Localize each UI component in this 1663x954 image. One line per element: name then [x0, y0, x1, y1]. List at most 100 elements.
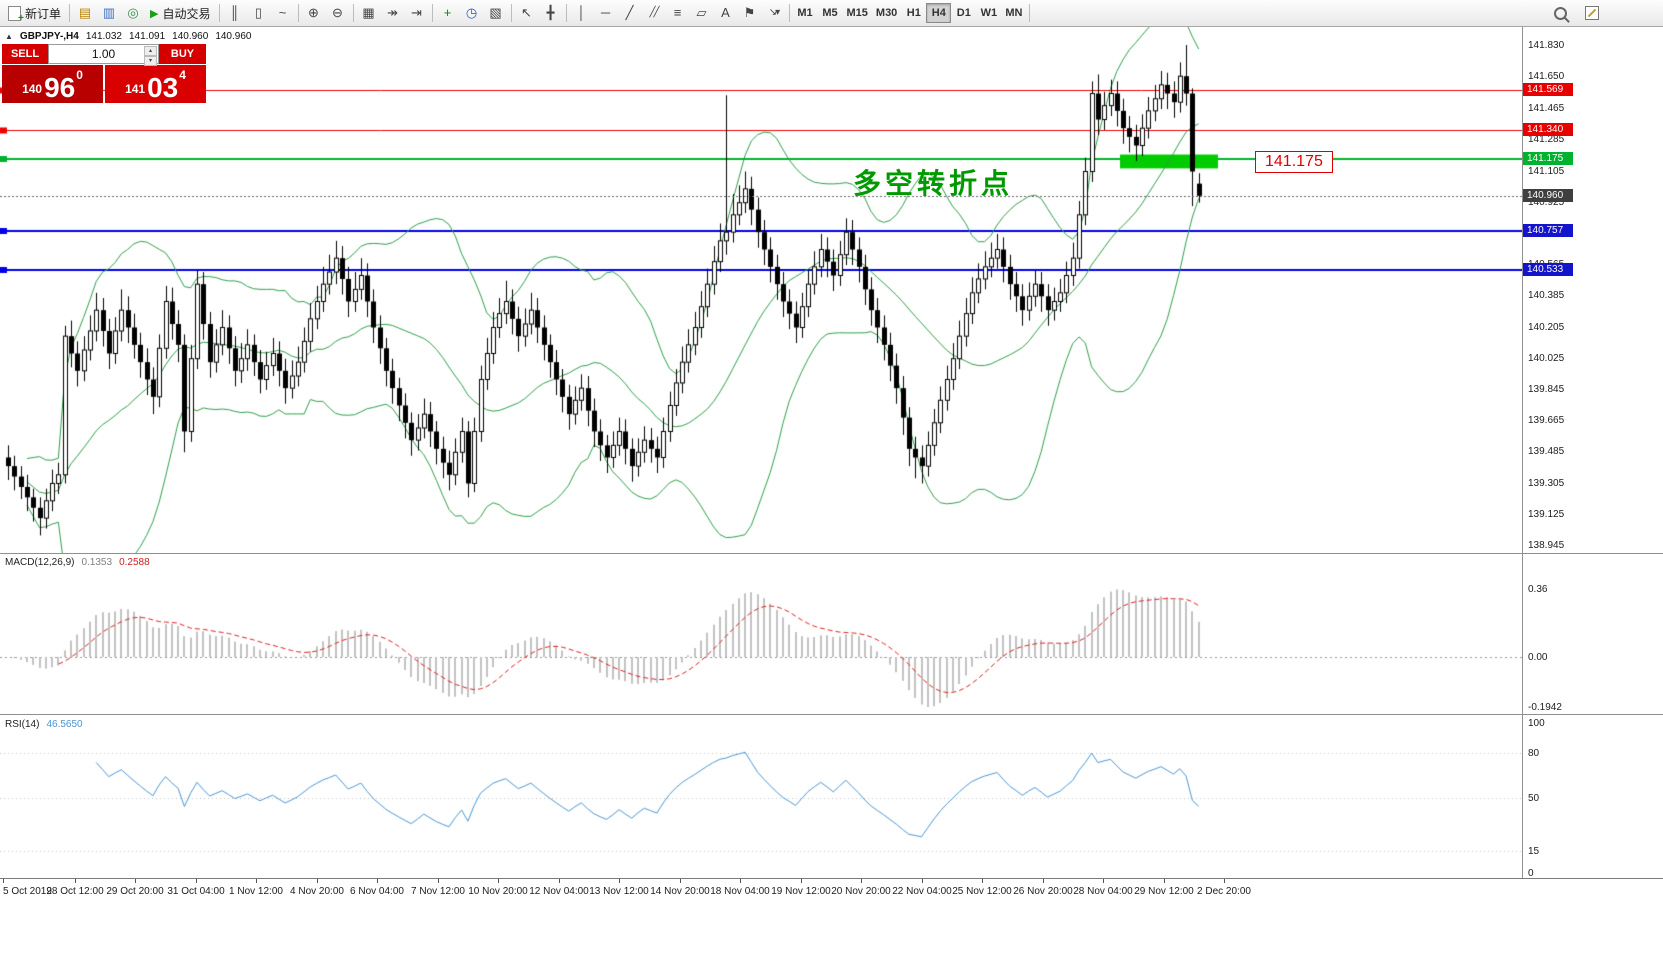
new-order-label: 新订单	[25, 6, 62, 21]
timeframe-m1-button[interactable]: M1	[793, 3, 818, 23]
text-icon: A	[721, 5, 730, 20]
new-order-button[interactable]: 新订单	[3, 2, 66, 24]
sell-price-big: 96	[44, 72, 76, 103]
toolbar-separator	[297, 4, 299, 22]
time-label: 4 Nov 20:00	[290, 886, 344, 897]
timeframe-h1-button[interactable]: H1	[901, 3, 926, 23]
trendline-button[interactable]: ╱	[618, 2, 642, 24]
timeframe-w1-button[interactable]: W1	[976, 3, 1001, 23]
toolbar-separator	[69, 4, 71, 22]
price-badge: 141.175	[1523, 151, 1573, 165]
periods-button[interactable]: ◷	[460, 2, 484, 24]
toolbar-right-group	[1548, 2, 1604, 24]
price-scale-label: 140.385	[1528, 290, 1565, 302]
rsi-value: 46.5650	[46, 719, 83, 730]
one-click-toggle[interactable]: ▲	[5, 32, 13, 41]
buy-header-button[interactable]: BUY	[159, 44, 206, 64]
time-tick	[438, 879, 439, 883]
channel-button[interactable]: ╱╱	[642, 2, 666, 24]
main-toolbar: 新订单 ▤▥◎ ▶ 自动交易 ║▯~⊕⊖▦↠⇥+◷▧↖╋│─╱╱╱≡▱A⚑↘▾ …	[0, 0, 1663, 27]
pane-separator[interactable]	[0, 553, 1663, 554]
cursor-button[interactable]: ↖	[515, 2, 539, 24]
price-scale-label: 139.305	[1528, 477, 1565, 489]
ohlc-close: 140.960	[215, 31, 252, 42]
horizontal-line-button[interactable]: ─	[594, 2, 618, 24]
ohlc-low: 140.960	[172, 31, 209, 42]
zoom-in-button[interactable]: ⊕	[302, 2, 326, 24]
zoom-out-button[interactable]: ⊖	[326, 2, 350, 24]
time-label: 7 Nov 12:00	[411, 886, 465, 897]
time-tick	[135, 879, 136, 883]
pane-separator[interactable]	[0, 714, 1663, 715]
market-watch-button[interactable]: ▤	[73, 2, 97, 24]
volume-down-button[interactable]: ▾	[144, 56, 157, 66]
time-label: 14 Nov 20:00	[650, 886, 710, 897]
new-order-icon	[8, 5, 24, 24]
timeframe-m15-button[interactable]: M15	[843, 3, 872, 23]
autotrading-button[interactable]: ▶ 自动交易	[145, 2, 215, 24]
rsi-scale-label: 15	[1528, 845, 1540, 857]
line-chart-button[interactable]: ~	[271, 2, 295, 24]
navigator-button[interactable]: ◎	[121, 2, 145, 24]
candlestick-chart-button[interactable]: ▯	[247, 2, 271, 24]
bar-chart-button[interactable]: ║	[223, 2, 247, 24]
text-button[interactable]: A	[714, 2, 738, 24]
price-scale-label: 139.665	[1528, 415, 1565, 427]
price-badge: 140.960	[1523, 188, 1573, 202]
chart-shift-button[interactable]: ⇥	[405, 2, 429, 24]
fibonacci-button[interactable]: ≡	[666, 2, 690, 24]
search-icon	[1553, 6, 1567, 20]
time-label: 25 Nov 12:00	[952, 886, 1012, 897]
trendline-icon: ╱	[625, 5, 634, 20]
quick-edit-button[interactable]	[1580, 2, 1604, 24]
macd-pane-canvas[interactable]	[0, 554, 1522, 714]
timeframes-group: M1 M5 M15 M30 H1 H4 D1 W1 MN	[786, 3, 1034, 23]
market-watch-icon: ▤	[78, 5, 92, 20]
volume-up-button[interactable]: ▴	[144, 46, 157, 56]
timeframe-h4-button[interactable]: H4	[926, 3, 952, 23]
price-chart-canvas[interactable]	[0, 27, 1522, 553]
crosshair-button[interactable]: ╋	[539, 2, 563, 24]
timeframe-m30-button[interactable]: M30	[872, 3, 901, 23]
shapes-button[interactable]: ▱	[690, 2, 714, 24]
timeframe-m5-button[interactable]: M5	[818, 3, 843, 23]
time-tick	[377, 879, 378, 883]
price-scale-label: 139.485	[1528, 446, 1565, 458]
chart-shift-icon: ⇥	[411, 5, 422, 20]
templates-button[interactable]: ▧	[484, 2, 508, 24]
price-badge: 141.340	[1523, 122, 1573, 136]
search-button[interactable]	[1548, 2, 1572, 24]
ohlc-high: 141.091	[129, 31, 166, 42]
indicators-button[interactable]: +	[436, 2, 460, 24]
price-scale-label: 139.125	[1528, 508, 1565, 520]
price-badge: 140.757	[1523, 223, 1573, 237]
time-tick	[982, 879, 983, 883]
tile-windows-button[interactable]: ▦	[357, 2, 381, 24]
arrows-button[interactable]: ↘▾	[762, 2, 786, 24]
vertical-line-button[interactable]: │	[570, 2, 594, 24]
templates-icon: ▧	[489, 5, 502, 20]
volume-input[interactable]: 1.00 ▴ ▾	[48, 44, 159, 66]
timeframe-d1-button[interactable]: D1	[951, 3, 976, 23]
price-scale-label: 141.650	[1528, 71, 1565, 83]
price-scale-label: 140.205	[1528, 321, 1565, 333]
time-scale[interactable]: 5 Oct 2019 28 Oct 12:00 29 Oct 20:00 31 Oct…	[0, 878, 1663, 902]
time-label: 10 Nov 20:00	[468, 886, 528, 897]
sell-price-button[interactable]: 140 96 0	[2, 65, 103, 103]
label-button[interactable]: ⚑	[738, 2, 762, 24]
rsi-pane-canvas[interactable]	[0, 715, 1522, 878]
buy-price-button[interactable]: 141 03 4	[105, 65, 206, 103]
sell-price-small: 140	[22, 82, 43, 96]
navigator-icon: ◎	[127, 5, 139, 20]
sell-header-button[interactable]: SELL	[2, 44, 48, 64]
auto-scroll-button[interactable]: ↠	[381, 2, 405, 24]
data-window-button[interactable]: ▥	[97, 2, 121, 24]
autotrading-label: 自动交易	[162, 6, 211, 21]
price-scale-label: 138.945	[1528, 540, 1565, 551]
time-tick	[740, 879, 741, 883]
price-scale[interactable]: 141.830 141.650 141.465 141.285 141.105 140.9…	[1522, 27, 1663, 879]
time-label: 26 Nov 20:00	[1013, 886, 1073, 897]
timeframe-mn-button[interactable]: MN	[1001, 3, 1026, 23]
toolbar-separator	[218, 4, 220, 22]
time-label: 22 Nov 04:00	[892, 886, 952, 897]
